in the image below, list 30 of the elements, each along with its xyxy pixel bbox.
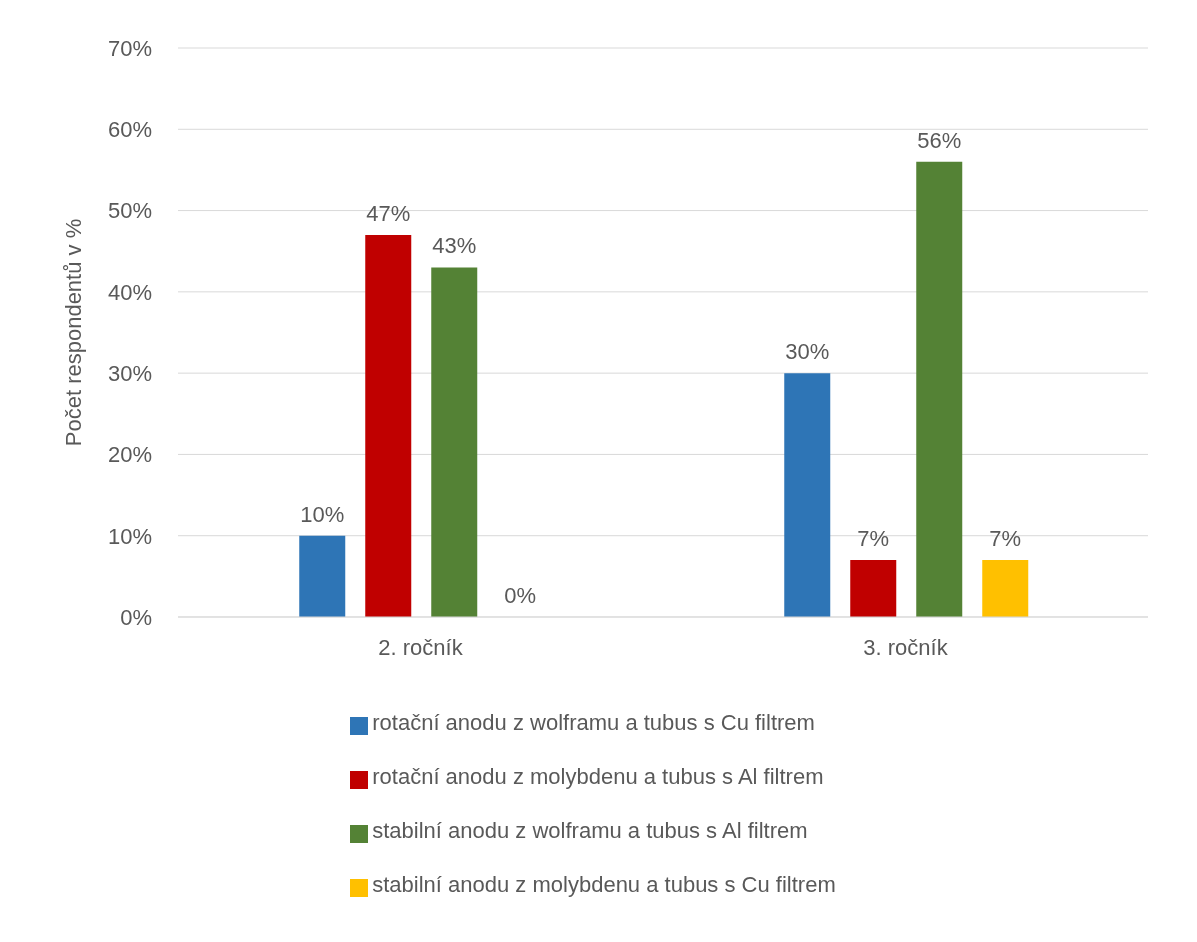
legend-label: stabilní anodu z molybdenu a tubus s Cu filtrem xyxy=(372,872,836,897)
data-label: 30% xyxy=(785,339,830,365)
y-tick-label: 70% xyxy=(107,35,152,61)
data-label: 56% xyxy=(917,127,962,153)
y-tick-label: 40% xyxy=(107,279,152,305)
data-label: 47% xyxy=(366,200,411,226)
legend-label: stabilní anodu z wolframu a tubus s Al filtrem xyxy=(372,818,808,843)
bar xyxy=(784,373,831,617)
bar xyxy=(365,234,412,617)
bar xyxy=(982,560,1029,617)
data-label: 43% xyxy=(432,233,477,259)
data-label: 0% xyxy=(504,582,537,608)
data-label: 7% xyxy=(989,526,1022,552)
y-tick-label: 50% xyxy=(107,198,152,224)
bar xyxy=(850,560,897,617)
bar xyxy=(431,267,478,617)
bar xyxy=(299,535,346,617)
legend-label: rotační anodu z molybdenu a tubus s Al filtrem xyxy=(372,764,824,789)
y-tick-label: 60% xyxy=(107,117,152,143)
bar xyxy=(916,161,963,617)
y-axis-title: Počet respondentů v % xyxy=(60,218,86,447)
x-tick-label: 2. ročník xyxy=(378,634,464,660)
y-tick-label: 30% xyxy=(107,360,152,386)
x-tick-label: 3. ročník xyxy=(863,634,949,660)
y-tick-label: 20% xyxy=(107,442,152,468)
data-label: 10% xyxy=(300,501,345,527)
data-label: 7% xyxy=(857,526,890,552)
legend-label: rotační anodu z wolframu a tubus s Cu filtrem xyxy=(372,710,815,735)
y-tick-label: 0% xyxy=(120,604,152,630)
y-tick-label: 10% xyxy=(107,523,152,549)
